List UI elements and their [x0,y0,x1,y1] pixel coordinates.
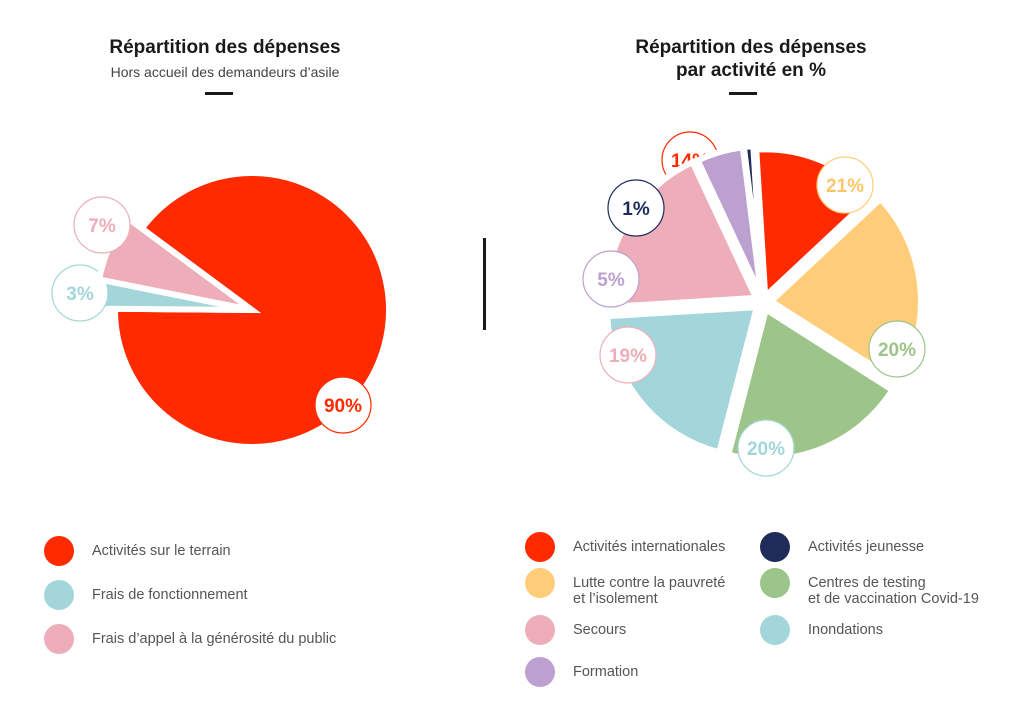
value-badge-activites-sur-le-terrain: 90% [314,376,372,434]
right-title-dash [729,92,757,95]
value-badge-secours: 19% [599,326,657,384]
value-label: 3% [66,284,94,305]
value-badge-frais-d-appel-a-la-generosite-du-public: 7% [73,196,131,254]
value-label: 20% [747,439,785,460]
legend-label: Centres de testing et de vaccination Cov… [808,575,979,607]
legend-label: Formation [573,664,639,680]
right-chart-title: Répartition des dépenses par activité en… [635,37,867,81]
right-pie-chart: 14%21%20%20%19%5%1% [582,131,926,477]
legend-label: Inondations [808,622,883,638]
value-label: 1% [622,199,650,220]
legend-label: Frais d’appel à la générosité du public [92,631,337,647]
legend-label: Activités sur le terrain [92,543,231,559]
legend-label: Lutte contre la pauvreté et l’isolement [573,575,726,607]
legend-item-activites-internationales: Activités internationales [525,532,725,562]
value-badge-lutte-contre-la-pauvrete-et-l-isolement: 21% [816,156,874,214]
legend-item-lutte-contre-la-pauvrete-et-l-isolement: Lutte contre la pauvreté et l’isolement [525,568,725,607]
legend-item-activites-jeunesse: Activités jeunesse [760,532,979,562]
left-chart-subtitle: Hors accueil des demandeurs d’asile [110,64,340,80]
right-legend-col2: Activités jeunesse Centres de testing et … [760,532,979,645]
legend-item-frais-d-appel-a-la-generosite-du-public: Frais d’appel à la générosité du public [44,624,336,654]
value-label: 90% [324,396,362,417]
legend-swatch [760,568,790,598]
value-label: 21% [826,176,864,197]
legend-item-formation: Formation [525,657,725,687]
value-label: 19% [609,346,647,367]
left-title-dash [205,92,233,95]
legend-swatch [760,615,790,645]
value-badge-inondations: 20% [737,419,795,477]
value-badge-centres-de-testing-et-de-vaccination-covid-19: 20% [868,320,926,378]
value-label: 7% [88,216,116,237]
legend-swatch [525,532,555,562]
legend-swatch [44,624,74,654]
legend-swatch [525,657,555,687]
legend-swatch [760,532,790,562]
pie-slice-activites-jeunesse [740,143,766,297]
pie-slice-activites-sur-le-terrain [112,170,392,450]
value-badge-frais-de-fonctionnement: 3% [51,264,109,322]
left-pie-chart: 90% 3% 7% [51,170,392,450]
legend-item-centres-de-testing-et-de-vaccination-covid-19: Centres de testing et de vaccination Cov… [760,568,979,607]
legend-label: Activités jeunesse [808,539,925,555]
legend-label: Activités internationales [573,539,726,555]
legend-swatch [525,615,555,645]
right-legend-col1: Activités internationales Lutte contre la… [525,532,725,687]
panel-divider [483,238,486,330]
legend-label: Secours [573,622,627,638]
legend-item-secours: Secours [525,615,725,645]
legend-item-frais-de-fonctionnement: Frais de fonctionnement [44,580,336,610]
legend-label: Frais de fonctionnement [92,587,248,603]
legend-swatch [525,568,555,598]
legend-item-activites-sur-le-terrain: Activités sur le terrain [44,536,336,566]
value-badge-activites-jeunesse: 1% [607,179,665,237]
left-legend: Activités sur le terrain Frais de fonctio… [44,536,336,654]
value-label: 20% [878,340,916,361]
legend-swatch [44,536,74,566]
value-label: 5% [597,270,625,291]
left-chart-title: Répartition des dépenses [109,37,341,58]
value-badge-formation: 5% [582,250,640,308]
legend-swatch [44,580,74,610]
legend-item-inondations: Inondations [760,615,979,645]
